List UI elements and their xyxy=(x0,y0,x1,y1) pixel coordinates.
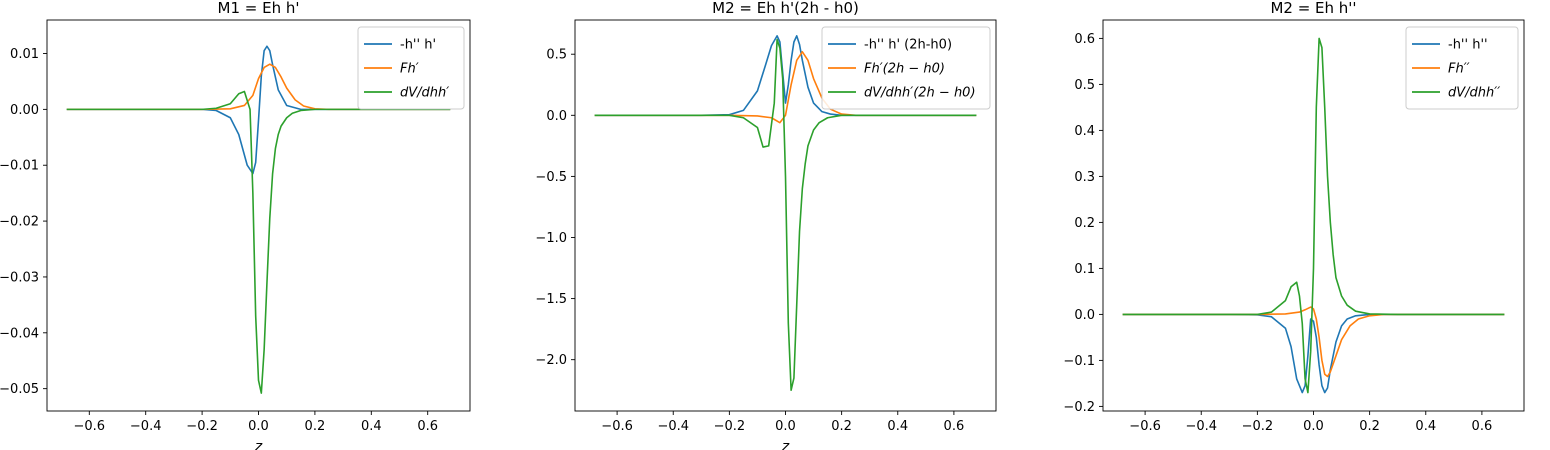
chart-2-y-tick-label: −1.5 xyxy=(535,292,567,307)
chart-2-x-tick-label: −0.6 xyxy=(601,419,633,434)
chart-1-legend: -h'' h' Fh′ dV/dhh′ xyxy=(357,26,465,110)
chart-2-series-group xyxy=(594,35,977,392)
chart-3-y-tick-label: 0.4 xyxy=(1074,124,1095,139)
chart-2-y-tick-label: 0.0 xyxy=(546,109,567,124)
chart-2-x-tick-label: 0.0 xyxy=(775,419,796,434)
chart-1-x-tick-label: 0.4 xyxy=(361,419,382,434)
chart-1-series-3-line xyxy=(66,90,451,394)
chart-3-legend: -h'' h'' Fh′′ dV/dhh′′ xyxy=(1405,26,1519,110)
chart-2-x-tick-label: 0.2 xyxy=(831,419,852,434)
chart-1-legend-box xyxy=(357,26,465,110)
chart-2-legend-label-1: -h'' h' (2h-h0) xyxy=(864,38,952,53)
chart-3-legend-box xyxy=(1405,26,1519,110)
chart-3-x-tick-label: 0.0 xyxy=(1303,419,1324,434)
chart-2-x-axis-label: z xyxy=(781,439,790,450)
chart-1-x-tick-label: 0.2 xyxy=(305,419,326,434)
chart-1-y-tick-label: −0.04 xyxy=(0,326,39,341)
chart-2-x-tick-label: 0.6 xyxy=(944,419,965,434)
chart-3-x-tick-label: −0.6 xyxy=(1129,419,1161,434)
chart-3-series-group xyxy=(1122,37,1505,394)
chart-3-y-tick-label: 0.2 xyxy=(1074,216,1095,231)
chart-1-y-tick-label: −0.03 xyxy=(0,270,39,285)
chart-3-y-tick-label: 0.5 xyxy=(1074,78,1095,93)
chart-1-x-tick-label: −0.4 xyxy=(130,419,162,434)
chart-1-y-tick-label: −0.02 xyxy=(0,215,39,230)
chart-1-x-tick-label: 0.0 xyxy=(248,419,269,434)
chart-2-title: M2 = Eh h'(2h - h0) xyxy=(712,0,859,17)
chart-3-y-tick-label: 0.3 xyxy=(1074,170,1095,185)
chart-1-y-tick-label: 0.01 xyxy=(10,47,39,62)
chart-3-series-2-line xyxy=(1122,306,1505,378)
chart-3-series-1-line xyxy=(1122,313,1505,394)
chart-2-y-tick-label: −0.5 xyxy=(535,170,567,185)
chart-1-series-1-line xyxy=(66,45,451,175)
chart-3-panel: −0.6 −0.4 −0.2 0.0 0.2 0.4 0.6 0.6 0.5 0.4 0.3 0.2 0… xyxy=(1063,0,1525,434)
chart-2-legend-label-2: Fh′(2h − h0) xyxy=(864,62,945,77)
chart-1-legend-label-2: Fh′ xyxy=(400,62,419,77)
chart-2-x-tick-label: −0.2 xyxy=(714,419,746,434)
chart-1-x-tick-label: 0.6 xyxy=(417,419,438,434)
chart-2-series-2-line xyxy=(594,50,977,124)
chart-2-x-tick-label: −0.4 xyxy=(657,419,689,434)
chart-1-y-tick-label: 0.00 xyxy=(10,103,39,118)
chart-1-legend-label-3: dV/dhh′ xyxy=(400,86,449,101)
chart-2-x-tick-label: 0.4 xyxy=(887,419,908,434)
chart-3-y-tick-label: 0.0 xyxy=(1074,308,1095,323)
chart-1-legend-label-1: -h'' h' xyxy=(400,38,436,53)
chart-3-legend-label-3: dV/dhh′′ xyxy=(1448,86,1500,101)
chart-1-x-tick-label: −0.2 xyxy=(186,419,218,434)
chart-3-x-tick-label: 0.4 xyxy=(1415,419,1436,434)
chart-3-title: M2 = Eh h'' xyxy=(1270,0,1356,17)
chart-3-x-tick-label: −0.4 xyxy=(1185,419,1217,434)
chart-1-x-tick-label: −0.6 xyxy=(74,419,106,434)
chart-3-x-tick-label: 0.2 xyxy=(1359,419,1380,434)
chart-2-legend-label-3: dV/dhh′(2h − h0) xyxy=(864,86,976,101)
chart-3-x-tick-label: −0.2 xyxy=(1242,419,1274,434)
chart-3-y-tick-label: 0.6 xyxy=(1074,32,1095,47)
chart-1-panel: −0.6 −0.4 −0.2 0.0 0.2 0.4 0.6 0.01 0.00 −0.01 −0.… xyxy=(0,0,471,450)
chart-1-x-axis-label: z xyxy=(254,439,263,450)
chart-2-series-3-line xyxy=(594,38,977,392)
chart-2-y-tick-label: −1.0 xyxy=(535,231,567,246)
chart-1-y-tick-label: −0.05 xyxy=(0,382,39,397)
chart-3-x-tick-label: 0.6 xyxy=(1472,419,1493,434)
chart-1-series-2-line xyxy=(66,63,451,111)
chart-3-y-tick-label: −0.1 xyxy=(1063,354,1095,369)
chart-3-series-3-line xyxy=(1122,37,1505,394)
chart-3-y-tick-label: 0.1 xyxy=(1074,262,1095,277)
chart-2-panel: −0.6 −0.4 −0.2 0.0 0.2 0.4 0.6 0.5 0.0 −0.5 −1.0 −1… xyxy=(535,0,997,450)
chart-2-legend: -h'' h' (2h-h0) Fh′(2h − h0) dV/dhh′(2h − … xyxy=(821,26,991,110)
chart-1-series-group xyxy=(66,45,451,394)
chart-2-legend-box xyxy=(821,26,991,110)
chart-2-y-tick-label: −2.0 xyxy=(535,353,567,368)
chart-1-title: M1 = Eh h' xyxy=(218,0,300,17)
chart-3-legend-label-1: -h'' h'' xyxy=(1448,38,1488,53)
chart-2-y-tick-label: 0.5 xyxy=(546,48,567,63)
chart-3-y-tick-label: −0.2 xyxy=(1063,400,1095,415)
chart-1-y-tick-label: −0.01 xyxy=(0,159,39,174)
chart-3-legend-label-2: Fh′′ xyxy=(1448,62,1470,77)
chart-2-series-1-line xyxy=(594,35,977,117)
